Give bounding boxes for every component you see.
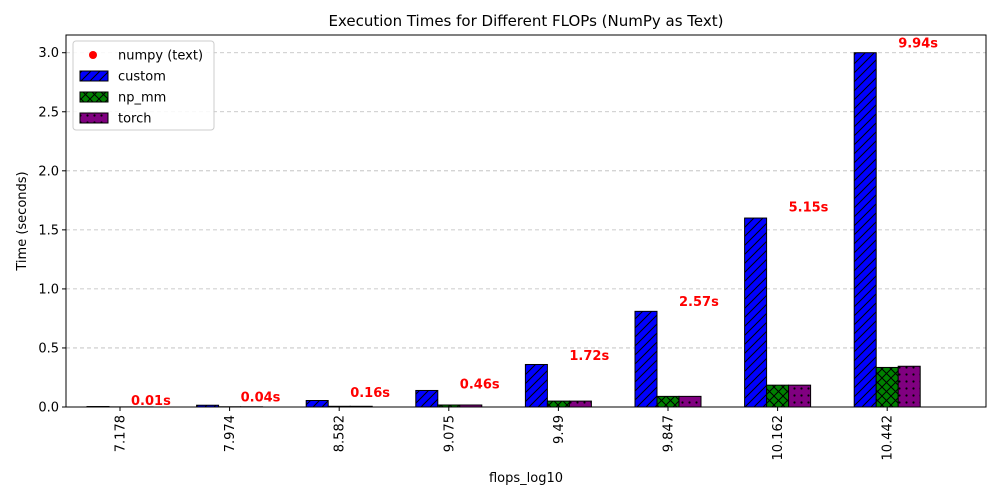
legend-entry-np_mm: np_mm — [79, 91, 166, 106]
bar-torch — [678, 395, 702, 408]
x-tick-label: 9.49 — [552, 415, 567, 444]
y-tick-label: 2.0 — [38, 164, 59, 179]
x-tick-label: 8.582 — [333, 415, 348, 452]
chart-title: Execution Times for Different FLOPs (Num… — [328, 12, 723, 30]
bar-np_mm — [766, 384, 790, 408]
legend-label: torch — [118, 112, 152, 127]
y-tick-label: 1.5 — [38, 223, 59, 238]
legend-entry-torch: torch — [79, 112, 152, 127]
x-tick-label: 10.442 — [881, 415, 896, 461]
x-axis-label: flops_log10 — [489, 471, 563, 486]
x-tick-label: 9.075 — [442, 415, 457, 452]
bar-custom — [853, 52, 877, 408]
y-tick-label: 1.0 — [38, 282, 59, 297]
x-tick-label: 7.974 — [223, 415, 238, 452]
y-tick-label: 3.0 — [38, 46, 59, 61]
legend-label: np_mm — [118, 91, 166, 106]
x-tick-label: 10.162 — [771, 415, 786, 461]
numpy-time-label: 9.94s — [898, 36, 938, 51]
bar-custom — [744, 217, 768, 408]
numpy-time-label: 1.72s — [569, 349, 609, 364]
x-tick-label: 7.178 — [114, 415, 129, 452]
y-axis: 0.0 0.5 1.0 1.5 2.0 2.5 3.0 — [38, 46, 66, 416]
y-tick-label: 2.5 — [38, 105, 59, 120]
bar-custom — [634, 310, 658, 408]
legend-marker — [89, 51, 97, 59]
y-tick-label: 0.5 — [38, 341, 59, 356]
bar-np_mm — [656, 395, 680, 408]
bar-torch — [897, 365, 921, 408]
bar-np_mm — [546, 400, 570, 408]
x-tick-label: 9.847 — [662, 415, 677, 452]
bar-custom — [415, 389, 439, 408]
legend-swatch — [79, 70, 109, 82]
numpy-time-label: 0.04s — [241, 391, 281, 406]
bar-custom — [524, 363, 548, 408]
numpy-time-label: 0.16s — [350, 386, 390, 401]
numpy-time-label: 0.46s — [460, 378, 500, 393]
numpy-time-label: 0.01s — [131, 394, 171, 409]
legend-swatch — [79, 112, 109, 124]
bars — [86, 52, 921, 408]
bar-np_mm — [875, 366, 899, 408]
x-axis: 7.178 7.974 8.582 9.075 9.49 9.847 10.162 10.44… — [114, 407, 896, 461]
legend-entry-custom: custom — [79, 70, 166, 85]
legend-label: custom — [118, 70, 166, 85]
y-axis-label: Time (seconds) — [15, 171, 30, 271]
legend-box — [72, 40, 215, 131]
bar-custom — [305, 400, 329, 408]
y-tick-label: 0.0 — [38, 401, 59, 416]
bar-torch — [788, 384, 812, 408]
numpy-time-label: 2.57s — [679, 295, 719, 310]
annotations: 0.01s 0.04s 0.16s 0.46s 1.72s 2.57s 5.15s 9.94s — [131, 36, 938, 409]
legend-label: numpy (text) — [118, 49, 203, 64]
legend-swatch — [79, 91, 109, 103]
legend-entry-numpy-text: numpy (text) — [89, 49, 203, 64]
numpy-time-label: 5.15s — [789, 200, 829, 215]
bar-torch — [568, 400, 592, 408]
plot-frame — [65, 34, 987, 408]
